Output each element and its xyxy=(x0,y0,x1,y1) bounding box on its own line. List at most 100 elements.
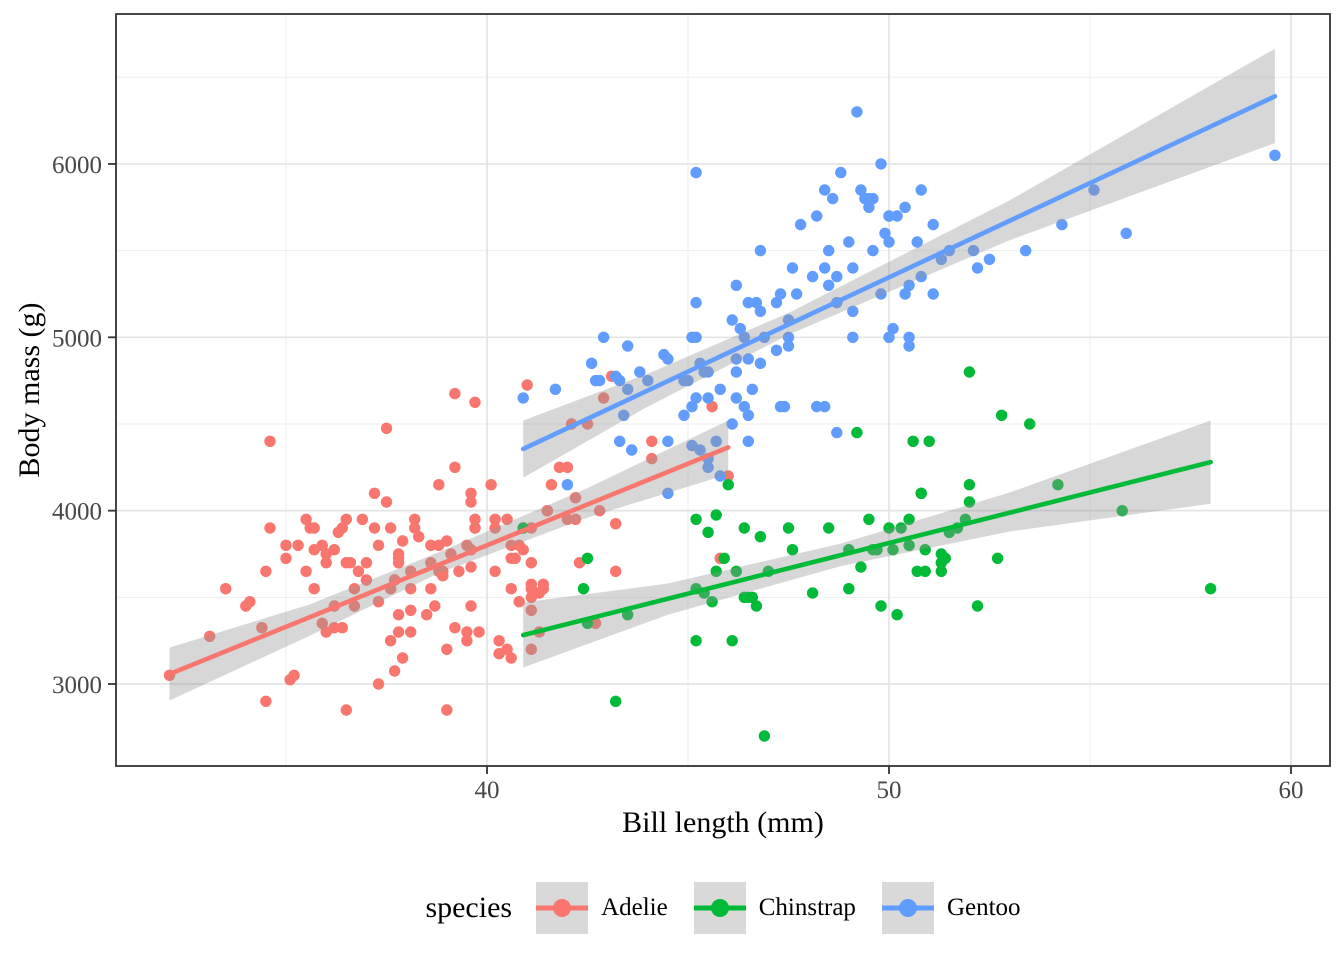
scatter-point-gentoo xyxy=(662,435,674,447)
scatter-point-gentoo xyxy=(899,288,911,300)
scatter-point-gentoo xyxy=(626,444,638,456)
scatter-point-chinstrap xyxy=(1204,583,1217,595)
scatter-point-adelie xyxy=(348,583,361,595)
scatter-point-gentoo xyxy=(903,279,915,291)
scatter-point-adelie xyxy=(493,648,505,660)
scatter-point-adelie xyxy=(260,695,272,707)
legend-key-dot-icon xyxy=(553,899,572,917)
scatter-point-gentoo xyxy=(911,236,923,248)
scatter-point-chinstrap xyxy=(903,513,915,525)
scatter-point-gentoo xyxy=(835,166,847,179)
scatter-point-adelie xyxy=(405,604,417,616)
scatter-point-chinstrap xyxy=(855,561,867,573)
scatter-point-adelie xyxy=(352,565,365,577)
scatter-point-adelie xyxy=(469,513,481,525)
scatter-point-chinstrap xyxy=(710,565,722,577)
scatter-point-gentoo xyxy=(634,366,646,378)
scatter-point-gentoo xyxy=(903,340,915,352)
scatter-point-adelie xyxy=(405,583,417,595)
scatter-point-adelie xyxy=(509,552,521,564)
scatter-point-gentoo xyxy=(915,184,927,196)
x-tick-label: 60 xyxy=(1279,777,1304,804)
legend-label-gentoo: Gentoo xyxy=(946,894,1021,921)
scatter-point-gentoo xyxy=(690,166,702,179)
legend-item-gentoo: Gentoo xyxy=(881,882,1021,934)
scatter-point-adelie xyxy=(493,635,505,647)
scatter-point-adelie xyxy=(465,487,477,499)
scatter-point-adelie xyxy=(372,539,385,551)
scatter-point-adelie xyxy=(425,583,437,595)
scatter-point-chinstrap xyxy=(581,552,594,564)
scatter-point-gentoo xyxy=(778,400,791,413)
scatter-point-gentoo xyxy=(754,305,767,317)
scatter-point-adelie xyxy=(384,522,397,534)
scatter-point-gentoo xyxy=(915,270,927,283)
scatter-point-adelie xyxy=(706,400,718,413)
scatter-point-adelie xyxy=(513,596,525,608)
scatter-point-adelie xyxy=(441,643,453,655)
scatter-point-adelie xyxy=(304,522,316,534)
scatter-point-gentoo xyxy=(883,331,895,343)
scatter-point-adelie xyxy=(469,522,481,534)
scatter-point-adelie xyxy=(405,626,417,638)
scatter-point-chinstrap xyxy=(758,730,771,742)
scatter-point-gentoo xyxy=(585,357,598,369)
scatter-point-adelie xyxy=(525,591,537,603)
scatter-point-gentoo xyxy=(863,201,875,213)
scatter-point-gentoo xyxy=(782,340,795,352)
scatter-point-gentoo xyxy=(899,201,911,213)
scatter-point-gentoo xyxy=(662,487,674,499)
scatter-point-chinstrap xyxy=(911,565,923,577)
trend-line-chinstrap xyxy=(520,459,1213,638)
scatter-point-adelie xyxy=(292,539,304,551)
scatter-point-adelie xyxy=(469,396,481,408)
scatter-point-adelie xyxy=(646,435,658,447)
scatter-point-adelie xyxy=(545,479,558,491)
scatter-point-adelie xyxy=(505,539,517,551)
confidence-band-gentoo xyxy=(523,48,1275,478)
scatter-point-adelie xyxy=(541,505,553,517)
scatter-point-chinstrap xyxy=(710,509,722,521)
scatter-point-chinstrap xyxy=(919,565,931,577)
legend-label-adelie: Adelie xyxy=(601,894,668,921)
scatter-point-adelie xyxy=(489,513,501,525)
legend-key-gentoo xyxy=(881,882,934,934)
scatter-point-chinstrap xyxy=(1023,418,1036,430)
scatter-point-gentoo xyxy=(1120,227,1132,239)
legend-item-adelie: Adelie xyxy=(536,882,668,934)
legend-items: Adelie Chinstrap Gentoo xyxy=(536,882,1021,934)
confidence-band-chinstrap xyxy=(523,420,1211,668)
y-tick-label: 4000 xyxy=(52,499,102,526)
scatter-point-adelie xyxy=(465,600,477,612)
scatter-point-adelie xyxy=(396,652,409,664)
legend-key-dot-icon xyxy=(710,899,729,917)
scatter-point-gentoo xyxy=(927,288,939,300)
scatter-point-adelie xyxy=(316,617,328,629)
scatter-point-adelie xyxy=(308,544,320,556)
scatter-point-adelie xyxy=(340,557,352,569)
scatter-point-gentoo xyxy=(1088,184,1100,196)
scatter-point-gentoo xyxy=(819,184,831,196)
scatter-point-adelie xyxy=(461,626,473,638)
scatter-point-adelie xyxy=(384,635,397,647)
scatter-point-gentoo xyxy=(875,288,887,300)
scatter-point-gentoo xyxy=(843,236,855,248)
scatter-point-gentoo xyxy=(686,439,698,452)
scatter-point-gentoo xyxy=(903,331,915,343)
y-axis-title: Body mass (g) xyxy=(13,302,46,478)
scatter-point-gentoo xyxy=(811,210,823,222)
scatter-point-adelie xyxy=(537,578,549,590)
scatter-point-chinstrap xyxy=(851,426,863,439)
scatter-point-adelie xyxy=(368,487,381,499)
scatter-point-gentoo xyxy=(847,331,859,343)
legend-label-chinstrap: Chinstrap xyxy=(758,894,856,921)
scatter-point-adelie xyxy=(593,505,606,517)
scatter-point-adelie xyxy=(413,531,425,543)
scatter-point-adelie xyxy=(561,461,574,473)
scatter-point-chinstrap xyxy=(995,409,1008,421)
scatter-point-chinstrap xyxy=(991,552,1004,564)
scatter-point-adelie xyxy=(449,387,461,400)
scatter-point-adelie xyxy=(453,565,465,577)
legend-item-chinstrap: Chinstrap xyxy=(693,882,856,934)
scatter-point-gentoo xyxy=(782,331,795,343)
